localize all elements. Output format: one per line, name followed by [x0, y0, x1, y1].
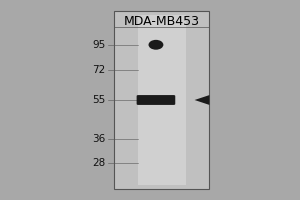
Ellipse shape — [148, 40, 164, 50]
FancyBboxPatch shape — [136, 95, 175, 105]
Bar — [114, 11, 209, 189]
Text: 55: 55 — [92, 95, 105, 105]
Text: 36: 36 — [92, 134, 105, 144]
Text: 72: 72 — [92, 65, 105, 75]
Polygon shape — [195, 95, 209, 105]
Text: 28: 28 — [92, 158, 105, 168]
Text: MDA-MB453: MDA-MB453 — [124, 15, 200, 28]
Text: 95: 95 — [92, 40, 105, 50]
Bar — [138, 15, 186, 185]
